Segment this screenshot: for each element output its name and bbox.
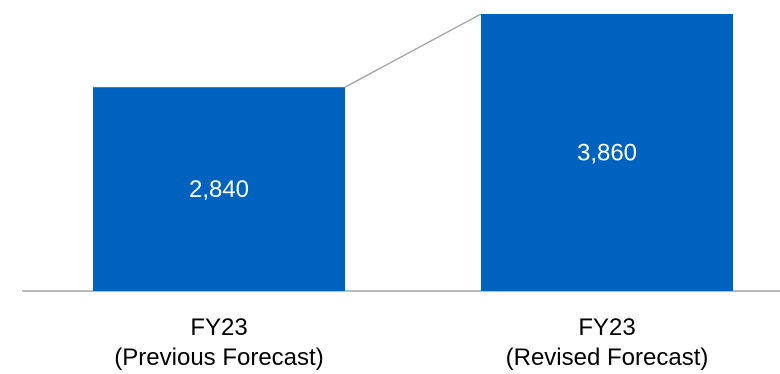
bar-2 — [481, 14, 733, 291]
category-label-1-line-1: FY23 — [190, 314, 247, 341]
bar-1 — [93, 87, 345, 291]
connector-line — [344, 13, 482, 88]
bar-value-label-2: 3,860 — [577, 140, 637, 167]
category-label-1-line-2: (Previous Forecast) — [114, 344, 323, 371]
category-label-2-line-1: FY23 — [578, 314, 635, 341]
bar-value-label-1: 2,840 — [189, 176, 249, 203]
category-label-2-line-2: (Revised Forecast) — [506, 344, 709, 371]
